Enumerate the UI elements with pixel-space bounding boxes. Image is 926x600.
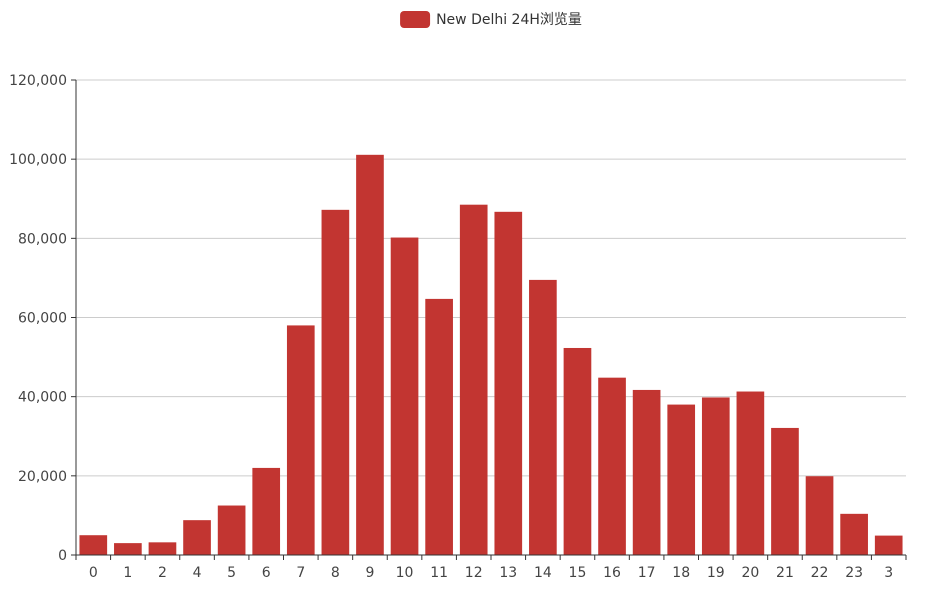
bar-8[interactable]	[321, 209, 350, 556]
bar-10[interactable]	[390, 237, 419, 555]
bar-3[interactable]	[874, 535, 903, 555]
x-tick-label: 7	[296, 565, 305, 581]
bar-1[interactable]	[114, 543, 142, 555]
y-tick-label: 40,000	[18, 390, 67, 406]
x-tick-label: 15	[569, 565, 587, 581]
x-tick-label: 14	[534, 565, 552, 581]
bar-15[interactable]	[563, 347, 592, 555]
y-tick-label: 60,000	[18, 311, 67, 327]
bar-22[interactable]	[805, 476, 834, 555]
bar-4[interactable]	[183, 520, 211, 555]
bar-23[interactable]	[840, 513, 868, 555]
x-tick-label: 13	[499, 565, 517, 581]
bar-9[interactable]	[356, 154, 384, 555]
legend[interactable]: New Delhi 24H浏览量	[400, 11, 582, 28]
y-tick-label: 120,000	[9, 73, 67, 89]
bar-7[interactable]	[286, 325, 315, 555]
x-tick-label: 10	[396, 565, 414, 581]
bars	[79, 154, 903, 556]
y-tick-label: 0	[58, 548, 67, 564]
bar-13[interactable]	[494, 211, 523, 555]
legend-label: New Delhi 24H浏览量	[436, 12, 582, 28]
bar-14[interactable]	[529, 279, 557, 555]
x-tick-label: 18	[672, 565, 690, 581]
bar-2[interactable]	[148, 542, 177, 555]
x-tick-label: 8	[331, 565, 340, 581]
y-tick-label: 20,000	[18, 469, 67, 485]
x-tick-label: 23	[845, 565, 863, 581]
x-tick-label: 20	[741, 565, 759, 581]
legend-swatch-icon	[400, 11, 431, 28]
x-tick-label: 19	[707, 565, 725, 581]
x-tick-label: 6	[262, 565, 271, 581]
x-tick-label: 5	[227, 565, 236, 581]
bar-19[interactable]	[701, 397, 730, 555]
x-tick-label: 17	[638, 565, 656, 581]
y-tick-label: 80,000	[18, 231, 67, 247]
x-tick-label: 11	[430, 565, 448, 581]
x-tick-label: 12	[465, 565, 483, 581]
bar-21[interactable]	[771, 427, 799, 555]
bar-11[interactable]	[425, 298, 453, 555]
x-tick-label: 0	[89, 565, 98, 581]
bar-12[interactable]	[459, 204, 488, 555]
x-tick-label: 2	[158, 565, 167, 581]
y-axis-ticks: 0 20,000 40,000 60,000 80,000 100,000 120,000	[9, 73, 76, 564]
grid-lines	[76, 79, 906, 477]
x-axis-ticks: 0 1 2 4 5 6 7 8 9 10 11 12 13 14 15 16 17 18 19 20 21 22 23 3	[75, 555, 907, 581]
x-tick-label: 3	[884, 565, 893, 581]
x-tick-label: 16	[603, 565, 621, 581]
x-tick-label: 22	[811, 565, 829, 581]
x-tick-label: 9	[365, 565, 374, 581]
x-tick-label: 21	[776, 565, 794, 581]
bar-5[interactable]	[217, 505, 246, 555]
bar-20[interactable]	[736, 391, 765, 555]
x-tick-label: 4	[193, 565, 202, 581]
x-tick-label: 1	[123, 565, 132, 581]
bar-6[interactable]	[252, 467, 281, 555]
bar-0[interactable]	[79, 535, 108, 555]
bar-17[interactable]	[632, 389, 661, 555]
y-tick-label: 100,000	[9, 152, 67, 168]
bar-18[interactable]	[667, 404, 696, 555]
bar-16[interactable]	[598, 377, 626, 555]
